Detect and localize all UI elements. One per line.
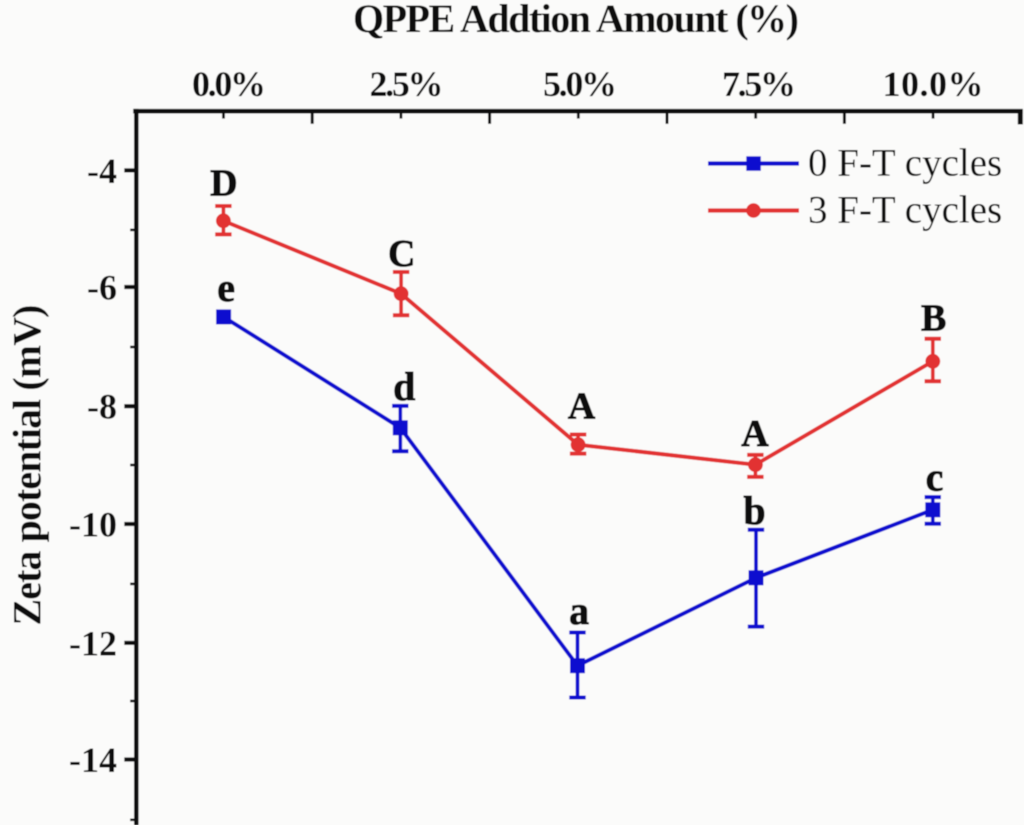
svg-text:d: d — [393, 364, 415, 409]
svg-text:10.0%: 10.0% — [883, 64, 984, 104]
svg-text:-8: -8 — [87, 387, 117, 427]
svg-text:A: A — [741, 413, 769, 455]
svg-text:0.0%: 0.0% — [192, 64, 266, 104]
svg-text:3 F-T cycles: 3 F-T cycles — [808, 189, 1002, 232]
svg-text:-12: -12 — [69, 623, 117, 663]
svg-text:A: A — [568, 386, 596, 428]
svg-text:7.5%: 7.5% — [722, 64, 796, 104]
svg-text:2.5%: 2.5% — [370, 64, 444, 104]
svg-text:D: D — [210, 163, 237, 205]
svg-text:5.0%: 5.0% — [543, 64, 617, 104]
svg-text:-6: -6 — [87, 268, 117, 308]
svg-text:B: B — [921, 298, 946, 340]
svg-text:-10: -10 — [69, 505, 117, 545]
svg-text:-14: -14 — [69, 740, 117, 780]
svg-text:0 F-T cycles: 0 F-T cycles — [808, 142, 1002, 185]
svg-text:C: C — [388, 233, 415, 275]
svg-text:QPPE Addtion Amount (%): QPPE Addtion Amount (%) — [353, 0, 799, 41]
svg-text:Zeta potential (mV): Zeta potential (mV) — [5, 305, 50, 626]
svg-text:c: c — [926, 454, 944, 499]
svg-text:e: e — [217, 265, 235, 310]
svg-text:a: a — [569, 588, 589, 633]
svg-text:b: b — [743, 488, 765, 533]
svg-text:-4: -4 — [87, 151, 117, 191]
